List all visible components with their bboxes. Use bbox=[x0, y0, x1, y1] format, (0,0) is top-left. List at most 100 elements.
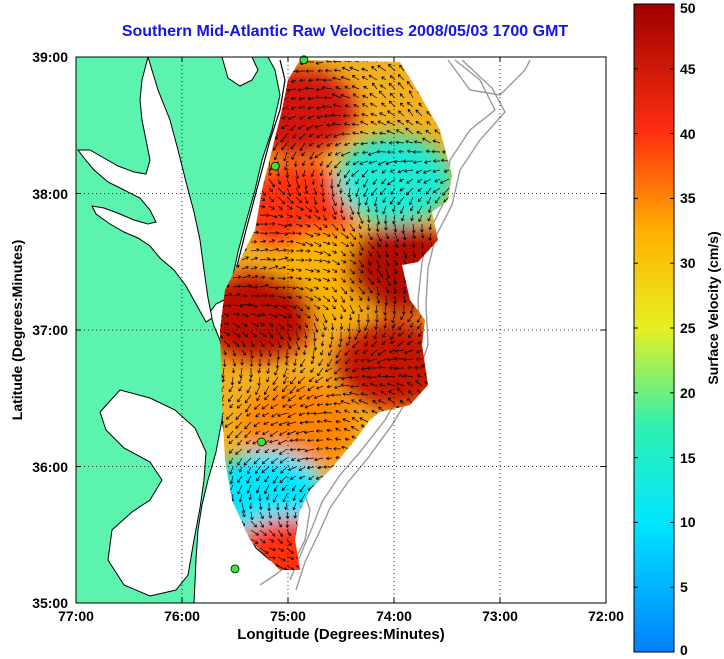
colorbar-tick-label: 5 bbox=[680, 579, 688, 596]
velocity-arrow bbox=[295, 313, 301, 319]
velocity-arrow bbox=[333, 446, 342, 451]
velocity-arrow bbox=[407, 313, 414, 323]
velocity-arrow bbox=[281, 385, 288, 393]
velocity-arrow bbox=[417, 205, 423, 215]
velocity-arrow bbox=[331, 313, 337, 321]
velocity-arrow bbox=[397, 119, 405, 126]
radar-station-marker bbox=[230, 564, 240, 574]
velocity-arrow bbox=[411, 241, 416, 248]
velocity-arrow bbox=[426, 110, 432, 117]
velocity-arrow bbox=[304, 258, 312, 262]
velocity-arrow bbox=[264, 394, 270, 401]
velocity-arrow bbox=[223, 303, 232, 308]
velocity-arrow bbox=[400, 313, 405, 321]
velocity-arrow bbox=[340, 214, 345, 221]
velocity-arrow bbox=[304, 403, 315, 409]
velocity-arrow bbox=[232, 340, 240, 347]
velocity-arrow bbox=[246, 466, 252, 475]
velocity-arrow bbox=[367, 214, 371, 223]
velocity-arrow bbox=[246, 484, 252, 494]
velocity-arrow bbox=[316, 402, 324, 407]
velocity-arrow bbox=[413, 140, 423, 144]
velocity-arrow bbox=[269, 430, 279, 437]
velocity-arrow bbox=[237, 475, 243, 484]
velocity-arrow bbox=[423, 178, 432, 184]
velocity-arrow bbox=[344, 104, 351, 108]
velocity-arrow bbox=[340, 232, 349, 239]
velocity-arrow bbox=[359, 417, 369, 423]
velocity-arrow bbox=[361, 67, 369, 72]
colorbar-label: Surface Velocity (cm/s) bbox=[705, 231, 721, 385]
velocity-arrow bbox=[223, 349, 227, 356]
velocity-arrow bbox=[395, 140, 405, 145]
velocity-arrow bbox=[283, 160, 288, 171]
velocity-arrow bbox=[271, 466, 279, 472]
velocity-arrow bbox=[292, 133, 297, 139]
velocity-arrow bbox=[420, 232, 425, 239]
velocity-arrow bbox=[333, 133, 342, 138]
velocity-arrow bbox=[420, 241, 425, 249]
velocity-arrow bbox=[358, 250, 362, 256]
velocity-arrow bbox=[272, 475, 279, 484]
velocity-arrow bbox=[241, 313, 249, 318]
velocity-arrow bbox=[304, 214, 312, 219]
velocity-arrow bbox=[272, 142, 279, 151]
velocity-arrow bbox=[310, 160, 315, 166]
colorbar-tick-label: 40 bbox=[680, 125, 696, 142]
velocity-arrow bbox=[277, 412, 288, 417]
velocity-arrow bbox=[232, 322, 241, 329]
velocity-arrow bbox=[334, 385, 342, 390]
velocity-arrow bbox=[343, 427, 351, 432]
velocity-arrow bbox=[422, 137, 432, 144]
velocity-arrow bbox=[241, 502, 246, 513]
velocity-arrow bbox=[349, 286, 354, 293]
colorbar-ticks bbox=[634, 3, 674, 653]
velocity-arrow bbox=[389, 365, 396, 370]
velocity-arrow bbox=[333, 401, 342, 406]
velocity-arrow bbox=[342, 418, 351, 423]
velocity-arrow bbox=[331, 268, 338, 273]
velocity-arrow bbox=[289, 447, 297, 452]
velocity-arrow bbox=[404, 349, 414, 354]
velocity-arrow bbox=[268, 214, 278, 219]
velocity-arrow bbox=[295, 295, 302, 299]
velocity-arrow bbox=[292, 367, 297, 373]
velocity-arrow bbox=[340, 250, 346, 257]
velocity-arrow bbox=[290, 96, 297, 101]
velocity-arrow bbox=[335, 409, 342, 414]
velocity-arrow bbox=[238, 385, 243, 392]
velocity-arrow bbox=[344, 85, 351, 90]
velocity-arrow bbox=[319, 169, 324, 177]
velocity-arrow bbox=[275, 502, 280, 511]
velocity-arrow bbox=[286, 196, 294, 204]
velocity-arrow bbox=[432, 169, 441, 174]
velocity-arrow bbox=[331, 93, 342, 99]
velocity-arrow bbox=[277, 232, 289, 236]
velocity-arrow bbox=[268, 555, 276, 560]
velocity-arrow bbox=[317, 367, 324, 377]
velocity-arrow bbox=[277, 256, 288, 261]
velocity-arrow bbox=[352, 367, 360, 372]
velocity-arrow bbox=[370, 112, 378, 117]
velocity-arrow bbox=[382, 331, 387, 338]
colorbar-tick-label: 15 bbox=[680, 449, 696, 466]
velocity-arrow bbox=[340, 93, 351, 99]
velocity-arrow bbox=[268, 313, 278, 318]
velocity-arrow bbox=[313, 268, 320, 273]
velocity-arrow bbox=[328, 349, 333, 356]
velocity-arrow bbox=[319, 160, 324, 167]
velocity-arrow bbox=[292, 502, 297, 511]
velocity-arrow bbox=[344, 409, 351, 414]
velocity-arrow bbox=[320, 349, 324, 356]
velocity-arrow bbox=[241, 265, 249, 270]
velocity-arrow bbox=[381, 178, 387, 185]
velocity-arrow bbox=[259, 349, 263, 357]
velocity-arrow bbox=[367, 250, 373, 257]
velocity-arrow bbox=[375, 223, 380, 232]
velocity-arrow bbox=[248, 493, 252, 501]
velocity-arrow bbox=[322, 313, 328, 324]
velocity-arrow bbox=[264, 475, 270, 483]
velocity-arrow bbox=[331, 259, 341, 266]
velocity-arrow bbox=[259, 248, 269, 252]
velocity-arrow bbox=[362, 349, 369, 354]
